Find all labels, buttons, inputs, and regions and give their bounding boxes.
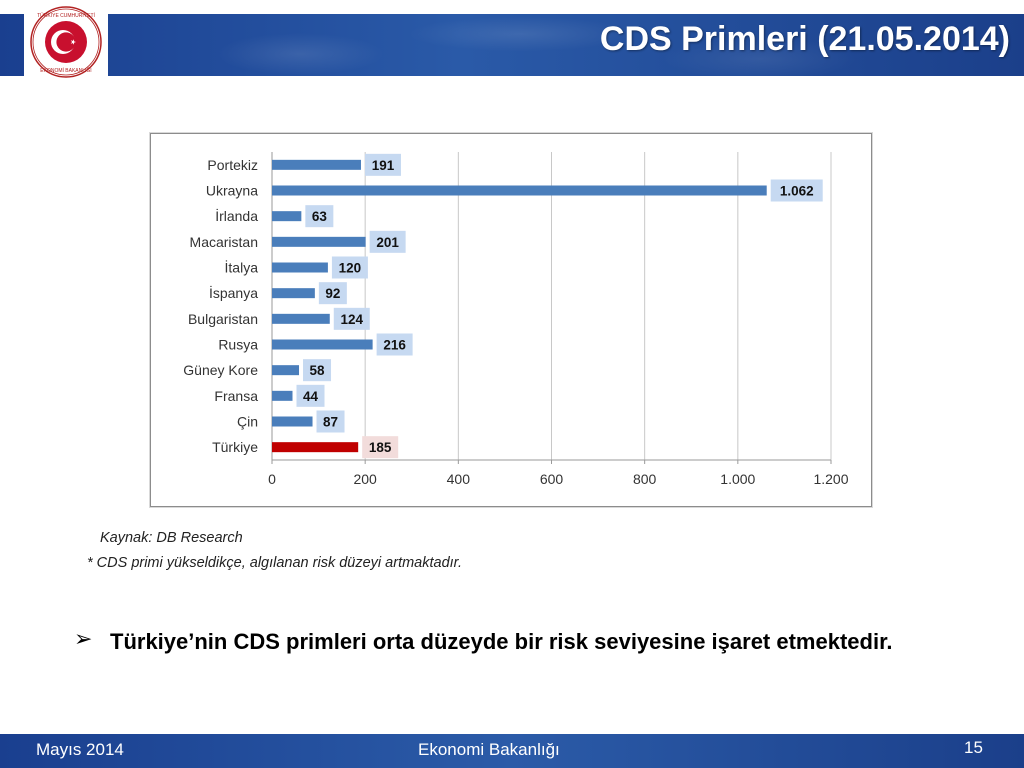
data-label-box — [331, 256, 368, 279]
x-tick-label: 800 — [633, 471, 657, 487]
data-label: 185 — [369, 440, 392, 455]
category-label: Ukrayna — [206, 183, 258, 199]
footer-bar: Mayıs 2014 Ekonomi Bakanlığı 15 — [0, 734, 1024, 768]
data-label: 44 — [303, 389, 319, 404]
data-label-box — [318, 282, 347, 305]
category-label: Portekiz — [207, 157, 258, 173]
data-label: 58 — [310, 363, 326, 378]
chart-frame: 0 200 400 600 800 1.000 1.200 Portekiz 191 Ukrayn… — [150, 133, 872, 507]
data-label-box — [303, 359, 332, 382]
header-banner — [0, 14, 1024, 76]
data-label-box — [364, 153, 401, 176]
bar — [272, 211, 302, 222]
cds-bar-chart: 0 200 400 600 800 1.000 1.200 Portekiz 191 Ukrayn… — [183, 152, 849, 487]
data-label-box — [362, 436, 399, 459]
bar — [272, 442, 359, 453]
bar — [272, 313, 330, 324]
x-tick-label: 200 — [353, 471, 377, 487]
bar — [272, 365, 300, 376]
category-label: Macaristan — [190, 234, 258, 250]
category-label: Fransa — [214, 388, 258, 404]
data-label: 201 — [376, 235, 399, 250]
category-label: Rusya — [218, 337, 258, 353]
bar — [272, 339, 373, 350]
seal-text-bottom: EKONOMİ BAKANLIĞI — [40, 67, 91, 74]
data-label: 1.062 — [780, 184, 814, 199]
data-label-box — [333, 307, 370, 330]
bar — [272, 236, 366, 247]
data-label-box — [316, 410, 345, 433]
x-tick-label: 400 — [447, 471, 471, 487]
page-title: CDS Primleri (21.05.2014) — [599, 20, 1010, 58]
bar — [272, 288, 315, 299]
arrow-bullet-icon: ➢ — [74, 626, 93, 651]
data-label-box — [369, 230, 406, 253]
footer-organization: Ekonomi Bakanlığı — [418, 740, 560, 759]
data-label: 124 — [340, 312, 363, 327]
data-label: 120 — [339, 261, 362, 276]
x-tick-label: 1.000 — [720, 471, 755, 487]
data-label-box — [296, 384, 325, 407]
data-label: 191 — [372, 158, 395, 173]
category-label: Güney Kore — [183, 362, 258, 378]
bar — [272, 185, 767, 196]
data-label: 63 — [312, 209, 328, 224]
category-label: İtalya — [225, 259, 259, 276]
page-number: 15 — [964, 738, 983, 757]
data-label: 216 — [383, 338, 406, 353]
bullet-text: Türkiye’nin CDS primleri orta düzeyde bi… — [110, 629, 893, 654]
turkish-ministry-seal-icon: TÜRKİYE CUMHURİYETİ EKONOMİ BAKANLIĞI — [30, 6, 102, 78]
bar — [272, 262, 328, 273]
bar — [272, 416, 313, 427]
data-label: 92 — [325, 286, 340, 301]
data-label-box — [305, 205, 334, 228]
data-label-box — [376, 333, 413, 356]
footer-date: Mayıs 2014 — [36, 740, 124, 759]
data-label: 87 — [323, 415, 338, 430]
x-tick-label: 1.200 — [813, 471, 848, 487]
footnote: * CDS primi yükseldikçe, algılanan risk … — [87, 555, 462, 571]
seal-text-top: TÜRKİYE CUMHURİYETİ — [37, 12, 95, 19]
category-label: Türkiye — [212, 439, 258, 455]
x-tick-label: 600 — [540, 471, 564, 487]
category-label: İspanya — [209, 284, 258, 301]
x-tick-label: 0 — [268, 471, 276, 487]
source-note: Kaynak: DB Research — [100, 530, 243, 546]
bar — [272, 159, 361, 170]
category-label: Bulgaristan — [188, 311, 258, 327]
bar — [272, 390, 293, 401]
data-label-box — [770, 179, 823, 202]
category-label: Çin — [237, 414, 258, 430]
category-label: İrlanda — [215, 207, 258, 224]
